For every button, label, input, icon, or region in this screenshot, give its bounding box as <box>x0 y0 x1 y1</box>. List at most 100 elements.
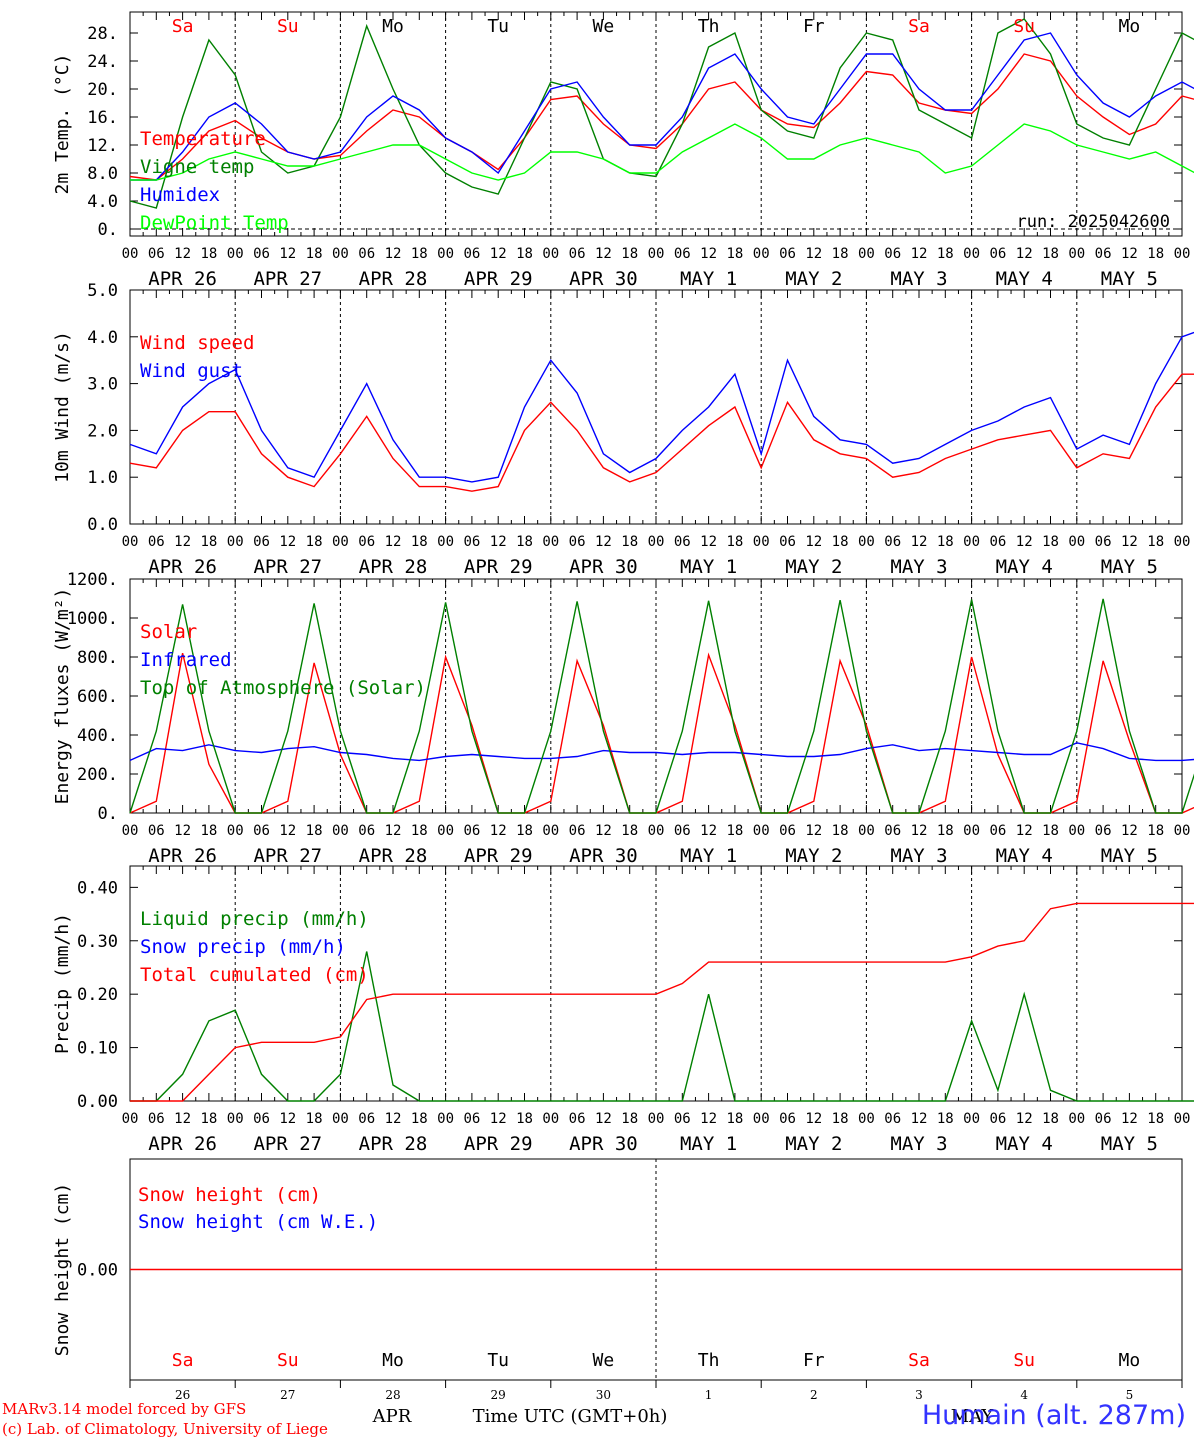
day-label: APR 28 <box>359 556 428 578</box>
hour-tick-label: 06 <box>569 534 586 550</box>
day-label: MAY 1 <box>680 1133 737 1155</box>
y-tick-label: 8.0 <box>87 164 118 184</box>
legend-entry: Top of Atmosphere (Solar) <box>140 677 426 699</box>
hour-tick-label: 00 <box>122 246 139 262</box>
hour-tick-label: 06 <box>253 246 270 262</box>
hour-tick-label: 00 <box>648 246 665 262</box>
hour-tick-label: 00 <box>1068 534 1085 550</box>
hour-tick-label: 18 <box>516 246 533 262</box>
hour-tick-label: 12 <box>1016 246 1033 262</box>
hour-tick-label: 06 <box>569 823 586 839</box>
hour-tick-label: 00 <box>122 1111 139 1127</box>
hour-tick-label: 18 <box>1042 246 1059 262</box>
y-tick-label: 600. <box>77 687 118 707</box>
weekday-label: Th <box>698 1350 720 1371</box>
y-tick-label: 800. <box>77 648 118 668</box>
hour-tick-label: 00 <box>648 534 665 550</box>
series-line <box>129 18 1194 209</box>
hour-tick-label: 18 <box>1147 246 1164 262</box>
hour-tick-label: 12 <box>1016 1111 1033 1127</box>
hour-tick-label: 18 <box>516 534 533 550</box>
day-label: MAY 3 <box>890 268 947 290</box>
day-label: MAY 5 <box>1101 268 1158 290</box>
hour-tick-label: 18 <box>516 1111 533 1127</box>
hour-tick-label: 00 <box>332 823 349 839</box>
legend-entry: Solar <box>140 621 197 643</box>
y-tick-label: 0.0 <box>87 515 118 535</box>
hour-tick-label: 18 <box>937 1111 954 1127</box>
day-label: APR 27 <box>253 845 322 867</box>
day-label: MAY 5 <box>1101 845 1158 867</box>
hour-tick-label: 18 <box>200 246 217 262</box>
hour-tick-label: 12 <box>490 823 507 839</box>
hour-tick-label: 12 <box>700 1111 717 1127</box>
hour-tick-label: 06 <box>989 823 1006 839</box>
series-line <box>129 331 1194 483</box>
hour-tick-label: 00 <box>858 1111 875 1127</box>
hour-tick-label: 00 <box>753 534 770 550</box>
hour-tick-label: 18 <box>621 823 638 839</box>
hour-tick-label: 18 <box>726 246 743 262</box>
y-axis-label: 10m Wind (m/s) <box>52 331 73 483</box>
hour-tick-label: 06 <box>463 534 480 550</box>
hour-tick-label: 12 <box>700 823 717 839</box>
hour-tick-label: 00 <box>227 1111 244 1127</box>
hour-tick-label: 12 <box>805 534 822 550</box>
day-label: APR 29 <box>464 556 533 578</box>
hour-tick-label: 06 <box>884 246 901 262</box>
hour-tick-label: 00 <box>122 823 139 839</box>
series-line <box>129 373 1194 492</box>
hour-tick-label: 06 <box>674 246 691 262</box>
legend-entry: Snow height (cm W.E.) <box>138 1211 378 1233</box>
hour-tick-label: 00 <box>542 246 559 262</box>
x-axis-label: Time UTC (GMT+0h) <box>473 1406 668 1427</box>
y-axis-label: 2m Temp. (°C) <box>52 54 73 195</box>
hour-tick-label: 12 <box>595 246 612 262</box>
hour-tick-label: 06 <box>148 534 165 550</box>
y-tick-label: 2.0 <box>87 421 118 441</box>
legend-entry: Humidex <box>140 184 220 206</box>
day-label: MAY 3 <box>890 1133 947 1155</box>
hour-tick-label: 12 <box>700 246 717 262</box>
hour-tick-label: 06 <box>989 1111 1006 1127</box>
hour-tick-label: 18 <box>411 1111 428 1127</box>
hour-tick-label: 06 <box>253 1111 270 1127</box>
y-tick-label: 1200. <box>67 570 118 590</box>
weekday-label: Sa <box>172 1350 194 1371</box>
hour-tick-label: 00 <box>227 823 244 839</box>
day-label: MAY 5 <box>1101 1133 1158 1155</box>
hour-tick-label: 18 <box>1147 823 1164 839</box>
hour-tick-label: 12 <box>385 246 402 262</box>
y-tick-label: 3.0 <box>87 375 118 395</box>
day-label: APR 29 <box>464 268 533 290</box>
hour-tick-label: 00 <box>858 246 875 262</box>
legend-entry: Infrared <box>140 649 232 671</box>
y-axis-label: Energy fluxes (W/m²) <box>52 588 73 805</box>
hour-tick-label: 06 <box>1095 823 1112 839</box>
hour-tick-label: 00 <box>332 1111 349 1127</box>
hour-tick-label: 00 <box>648 1111 665 1127</box>
hour-tick-label: 06 <box>148 1111 165 1127</box>
hour-tick-label: 12 <box>1016 823 1033 839</box>
legend-entry: Vigne temp <box>140 156 254 178</box>
hour-tick-label: 12 <box>385 534 402 550</box>
hour-tick-label: 18 <box>200 534 217 550</box>
day-label: APR 28 <box>359 268 428 290</box>
day-label: APR 28 <box>359 1133 428 1155</box>
hour-tick-label: 00 <box>648 823 665 839</box>
hour-tick-label: 06 <box>1095 246 1112 262</box>
hour-tick-label: 18 <box>726 1111 743 1127</box>
weekday-label: Sa <box>908 1350 930 1371</box>
hour-tick-label: 06 <box>148 823 165 839</box>
day-label: APR 27 <box>253 268 322 290</box>
y-tick-label: 0.30 <box>77 932 118 952</box>
hour-tick-label: 06 <box>358 246 375 262</box>
day-label: MAY 4 <box>996 845 1053 867</box>
day-label: APR 26 <box>148 268 217 290</box>
hour-tick-label: 06 <box>253 823 270 839</box>
hour-tick-label: 06 <box>674 534 691 550</box>
hour-tick-label: 12 <box>805 1111 822 1127</box>
weekday-label: Tu <box>487 16 509 37</box>
hour-tick-label: 06 <box>358 1111 375 1127</box>
